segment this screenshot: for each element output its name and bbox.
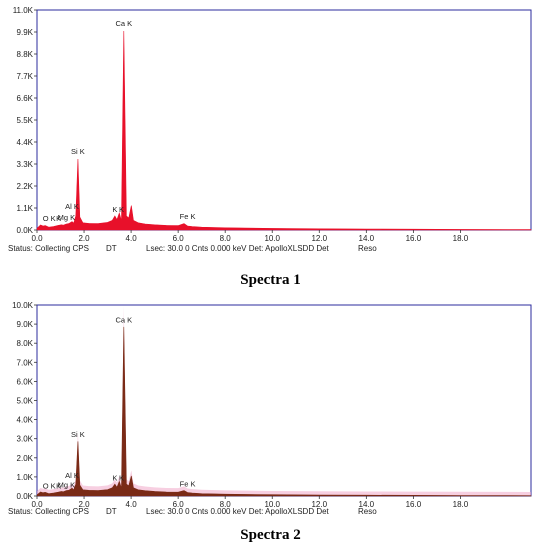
peak-label: Al K <box>65 202 79 211</box>
peak-label: K <box>56 481 61 490</box>
status-text: Status: Collecting CPS <box>8 507 89 516</box>
x-tick-label: 6.0 <box>173 234 185 243</box>
peak-label: Mg K <box>58 213 76 222</box>
peak-label: Fe K <box>180 480 196 489</box>
y-tick-label: 2.0K <box>17 454 34 463</box>
y-tick-label: 4.0K <box>17 416 34 425</box>
y-tick-label: 5.5K <box>17 116 34 125</box>
peak-label: K <box>119 205 124 214</box>
y-tick-label: 1.0K <box>17 473 34 482</box>
x-tick-label: 10.0 <box>264 500 280 509</box>
y-tick-label: 8.0K <box>17 339 34 348</box>
x-tick-label: 6.0 <box>173 500 185 509</box>
y-tick-label: 3.0K <box>17 435 34 444</box>
reso-label: Reso <box>358 244 377 253</box>
peak-label: K <box>112 474 117 483</box>
peak-label: Si K <box>71 430 85 439</box>
x-tick-label: 8.0 <box>220 500 232 509</box>
x-tick-label: 12.0 <box>311 500 327 509</box>
x-tick-label: 14.0 <box>359 234 375 243</box>
y-tick-label: 7.7K <box>17 72 34 81</box>
peak-label: O K <box>43 481 56 490</box>
x-tick-label: 4.0 <box>126 234 138 243</box>
x-tick-label: 0.0 <box>31 234 43 243</box>
y-tick-label: 4.4K <box>17 138 34 147</box>
peak-label: K <box>56 214 61 223</box>
lsec-text: Lsec: 30.0 0 Cnts 0.000 keV Det: ApolloX… <box>146 244 329 253</box>
spectrum-chart-2: 0.0K1.0K2.0K3.0K4.0K5.0K6.0K7.0K8.0K9.0K… <box>12 301 532 509</box>
plot-frame <box>36 9 532 231</box>
peak-label: Fe K <box>180 212 196 221</box>
peak-label: Si K <box>71 147 85 156</box>
spectrum-area <box>36 30 532 231</box>
x-tick-label: 4.0 <box>126 500 138 509</box>
spectrum-chart-1: 0.0K1.1K2.2K3.3K4.4K5.5K6.6K7.7K8.8K9.9K… <box>13 6 532 243</box>
spectrum-area <box>36 326 532 497</box>
x-tick-label: 2.0 <box>78 500 90 509</box>
x-tick-label: 2.0 <box>78 234 90 243</box>
x-tick-label: 18.0 <box>453 234 469 243</box>
peak-label: Ca K <box>115 315 132 324</box>
y-tick-label: 0.0K <box>17 226 34 235</box>
y-tick-label: 6.0K <box>17 377 34 386</box>
peak-label: K <box>119 474 124 483</box>
x-tick-label: 18.0 <box>453 500 469 509</box>
y-tick-label: 6.6K <box>17 94 34 103</box>
y-tick-label: 3.3K <box>17 160 34 169</box>
reso-label: Reso <box>358 507 377 516</box>
peak-label: K <box>112 205 117 214</box>
x-tick-label: 12.0 <box>311 234 327 243</box>
y-tick-label: 9.9K <box>17 28 34 37</box>
y-tick-label: 8.8K <box>17 50 34 59</box>
y-tick-label: 1.1K <box>17 204 34 213</box>
caption-spectra-1: Spectra 1 <box>240 272 301 288</box>
x-tick-label: 16.0 <box>406 500 422 509</box>
plot-frame <box>36 304 532 497</box>
y-tick-label: 11.0K <box>13 6 34 15</box>
spectrum-panel-1: 0.0K 1.1K 2.2K 3.3K 4.4K 5.5K 6.6K 7.7K 8.8K 9.9K… <box>8 6 532 288</box>
peak-label: Al K <box>65 471 79 480</box>
x-tick-label: 8.0 <box>220 234 232 243</box>
dt-label: DT <box>106 507 117 516</box>
caption-spectra-2: Spectra 2 <box>240 527 301 543</box>
peak-label: Ca K <box>115 19 132 28</box>
x-tick-label: 16.0 <box>406 234 422 243</box>
y-tick-label: 5.0K <box>17 397 34 406</box>
status-text: Status: Collecting CPS <box>8 244 89 253</box>
lsec-text: Lsec: 30.0 0 Cnts 0.000 keV Det: ApolloX… <box>146 507 329 516</box>
peak-label: Mg K <box>58 480 76 489</box>
peak-label: O K <box>43 214 56 223</box>
y-tick-label: 2.2K <box>17 182 34 191</box>
y-tick-label: 0.0K <box>17 492 34 501</box>
y-tick-label: 7.0K <box>17 358 34 367</box>
spectrum-panel-2: 0.0K 1.0K 2.0K 3.0K 4.0K 5.0K 6.0K 7.0K 8.0K 9.0K… <box>0 297 541 550</box>
y-tick-label: 9.0K <box>17 320 34 329</box>
dt-label: DT <box>106 244 117 253</box>
x-tick-label: 14.0 <box>359 500 375 509</box>
x-tick-label: 0.0 <box>31 500 43 509</box>
y-tick-label: 10.0K <box>12 301 34 310</box>
x-tick-label: 10.0 <box>264 234 280 243</box>
